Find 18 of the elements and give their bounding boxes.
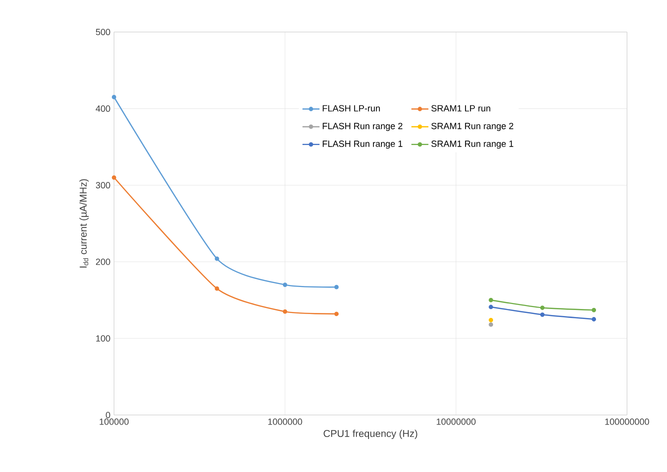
- legend-label: SRAM1 LP run: [431, 105, 490, 112]
- x-tick-label: 100000: [100, 418, 129, 425]
- y-axis-title: I$_{dd}$ current (µA/MHz): [79, 179, 89, 268]
- y-tick-label: 400: [96, 105, 110, 112]
- y-tick-label: 0: [106, 412, 110, 418]
- x-axis-title: CPU1 frequency (Hz): [324, 430, 418, 439]
- legend-label: FLASH Run range 2: [322, 122, 402, 131]
- x-tick-label: 1000000: [268, 418, 302, 425]
- x-tick-label: 100000000: [605, 418, 650, 425]
- legend-label: FLASH LP-run: [322, 105, 380, 112]
- y-tick-label: 500: [96, 28, 110, 36]
- y-tick-label: 300: [96, 182, 110, 188]
- legend-label: FLASH Run range 1: [322, 140, 402, 149]
- x-tick-label: 10000000: [436, 418, 476, 425]
- legend-label: SRAM1 Run range 2: [431, 122, 514, 131]
- y-tick-label: 100: [96, 335, 110, 342]
- legend-label: SRAM1 Run range 1: [431, 140, 514, 149]
- y-tick-label: 200: [96, 258, 110, 265]
